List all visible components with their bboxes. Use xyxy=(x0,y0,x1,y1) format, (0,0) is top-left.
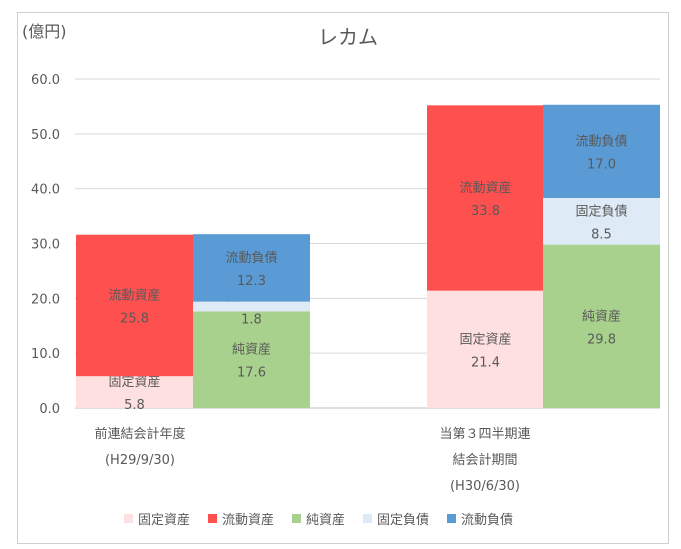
bar-segment xyxy=(193,301,310,312)
data-label-value: 17.6 xyxy=(237,366,266,381)
bar-segment xyxy=(543,244,660,408)
y-tick-label: 40.0 xyxy=(31,183,60,198)
chart-title: レカム xyxy=(318,25,378,49)
data-label-value: 5.8 xyxy=(124,398,145,413)
legend-swatch xyxy=(447,514,456,523)
bar-segment xyxy=(427,105,544,291)
legend-swatch xyxy=(208,514,217,523)
bar-segment xyxy=(427,290,544,408)
bar-segment xyxy=(76,234,193,377)
legend-label: 固定資産 xyxy=(138,512,190,528)
y-tick-label: 50.0 xyxy=(31,128,60,143)
bar-segment xyxy=(76,376,193,408)
legend-swatch xyxy=(124,514,133,523)
y-axis-label: (億円) xyxy=(22,22,67,41)
y-tick-label: 30.0 xyxy=(31,238,60,253)
data-label-name: 純資産 xyxy=(232,342,271,358)
data-label-value: 33.8 xyxy=(471,204,500,219)
y-tick-label: 0.0 xyxy=(39,402,60,417)
y-tick-label: 10.0 xyxy=(31,347,60,362)
data-label-name: 流動資産 xyxy=(108,287,160,303)
data-label-value: 21.4 xyxy=(471,355,500,370)
legend-swatch xyxy=(292,514,301,523)
legend-label: 純資産 xyxy=(306,512,345,528)
data-label-value: 8.5 xyxy=(591,227,612,242)
legend-swatch xyxy=(363,514,372,523)
bar-segment xyxy=(193,311,310,408)
x-tick-label: 当第３四半期連 xyxy=(439,427,530,442)
y-tick-label: 20.0 xyxy=(31,292,60,307)
data-label-value: 12.3 xyxy=(237,274,266,289)
x-tick-label: (H30/6/30) xyxy=(450,479,520,494)
bar-segment xyxy=(543,197,660,245)
x-tick-label: 結会計期間 xyxy=(452,452,517,468)
y-tick-label: 60.0 xyxy=(31,73,60,88)
chart-frame xyxy=(17,12,669,544)
x-tick-label: 前連結会計年度 xyxy=(94,426,185,442)
legend-label: 流動負債 xyxy=(461,513,513,528)
data-label-name: 固定資産 xyxy=(108,374,160,390)
data-label-value: 29.8 xyxy=(587,332,616,347)
legend-label: 流動資産 xyxy=(222,512,274,528)
data-label-value: 1.8 xyxy=(241,313,262,328)
x-tick-label: (H29/9/30) xyxy=(105,453,175,468)
data-label-name: 純資産 xyxy=(582,308,621,324)
data-label-value: 25.8 xyxy=(120,311,149,326)
data-label-name: 固定負債 xyxy=(575,204,627,219)
data-label-name: 流動資産 xyxy=(459,180,511,196)
data-label-name: 流動負債 xyxy=(225,251,277,266)
data-label-name: 固定資産 xyxy=(459,331,511,347)
legend-label: 固定負債 xyxy=(377,513,429,528)
bar-segment xyxy=(193,234,310,302)
data-label-name: 流動負債 xyxy=(575,134,627,149)
bar-segment xyxy=(543,104,660,198)
data-label-value: 17.0 xyxy=(587,157,616,172)
